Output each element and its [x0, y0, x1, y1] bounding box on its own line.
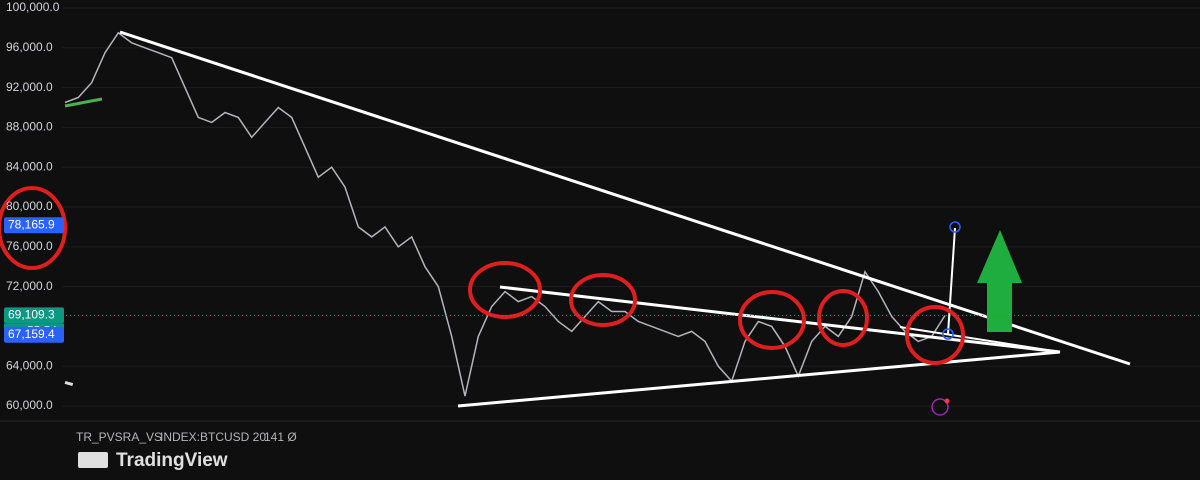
arrow-shaft [987, 280, 1012, 332]
highlight-circle [569, 273, 637, 327]
up-arrow [977, 230, 1022, 332]
trend-line [457, 350, 1061, 408]
logo-icon [78, 452, 108, 468]
grid [62, 7, 1200, 407]
price-label: 69,109.3 [8, 308, 55, 322]
y-tick-label: 84,000.0 [6, 159, 53, 173]
trend-line [119, 30, 1131, 366]
highlight-circle [738, 290, 806, 350]
alert-dot [944, 398, 950, 404]
y-tick-label: 72,000.0 [6, 279, 53, 293]
short-line [64, 97, 103, 108]
handle [942, 328, 954, 340]
highlight-circle [905, 305, 965, 365]
y-tick-label: 64,000.0 [6, 358, 53, 372]
y-tick-label: 92,000.0 [6, 80, 53, 94]
trend-line [899, 326, 1061, 353]
indicator-name: TR_PVSRA_VS [76, 430, 162, 444]
y-tick-label: 96,000.0 [6, 40, 53, 54]
price-label: 67,159.4 [8, 327, 55, 341]
logo-text: TradingView [116, 450, 228, 471]
arrow-head [977, 230, 1022, 283]
price-label-box [4, 217, 64, 234]
price-label: 78,165.9 [8, 217, 55, 231]
handle [949, 221, 961, 233]
y-tick-label: 76,000.0 [6, 239, 53, 253]
y-tick-label: 100,000.0 [6, 0, 60, 14]
projection-line [947, 227, 956, 335]
price-label-box [4, 326, 64, 343]
indicator-params: INDEX:BTCUSD 20 [160, 430, 266, 444]
y-tick-label: 80,000.0 [6, 199, 53, 213]
indicator-values: 141 Ø [264, 430, 297, 444]
highlight-circle [0, 186, 67, 270]
y-tick-label: 88,000.0 [6, 120, 53, 134]
highlights [0, 186, 965, 365]
alert-icon[interactable] [931, 398, 949, 416]
y-tick-label: 60,000.0 [6, 398, 53, 412]
cursor-mark [64, 380, 74, 386]
drawings [119, 30, 1131, 408]
highlight-circle [817, 289, 869, 347]
highlight-circle [468, 261, 542, 319]
trend-line [499, 285, 1061, 354]
price-label-box [4, 307, 64, 324]
